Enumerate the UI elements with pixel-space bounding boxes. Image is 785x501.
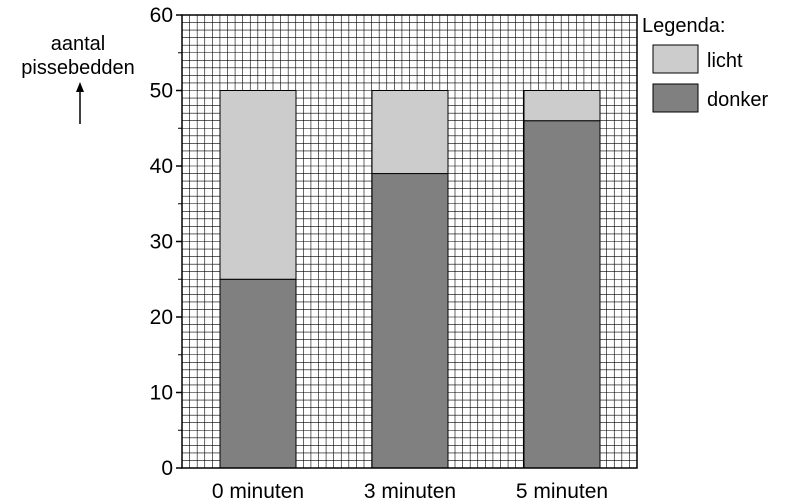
legend-swatch-licht <box>652 44 699 74</box>
legend-swatch-donker <box>652 83 699 113</box>
bar-licht-2 <box>371 90 449 175</box>
bar-group <box>219 90 601 469</box>
y-tick-label: 30 <box>150 231 173 254</box>
legend-title: Legenda: <box>642 15 725 37</box>
y-tick-label: 40 <box>150 155 173 178</box>
bar-donker-3 <box>523 120 601 469</box>
y-tick-label: 20 <box>150 306 173 329</box>
bar-licht-1 <box>219 90 297 280</box>
up-arrow-head-icon <box>76 82 84 92</box>
x-tick-label: 5 minuten <box>516 480 608 501</box>
x-tick-label: 3 minuten <box>364 480 456 501</box>
bar-donker-1 <box>219 278 297 469</box>
y-axis: 0 10 20 30 40 50 60 <box>150 4 182 480</box>
y-axis-label: aantal pissebedden <box>21 33 135 124</box>
x-axis: 0 minuten 3 minuten 5 minuten <box>212 480 608 501</box>
legend-label-licht: licht <box>707 50 743 72</box>
y-axis-label-line-1: aantal <box>51 33 106 55</box>
y-tick-label: 10 <box>150 382 173 405</box>
y-tick-label: 50 <box>150 80 173 103</box>
legend-label-donker: donker <box>707 89 768 111</box>
y-axis-label-line-2: pissebedden <box>21 57 134 79</box>
y-tick-label: 60 <box>150 4 173 27</box>
bar-donker-2 <box>371 173 449 469</box>
x-tick-label: 0 minuten <box>212 480 304 501</box>
bar-licht-3 <box>523 90 601 122</box>
y-tick-label: 0 <box>161 457 173 480</box>
legend: Legenda: licht donker <box>642 15 768 113</box>
